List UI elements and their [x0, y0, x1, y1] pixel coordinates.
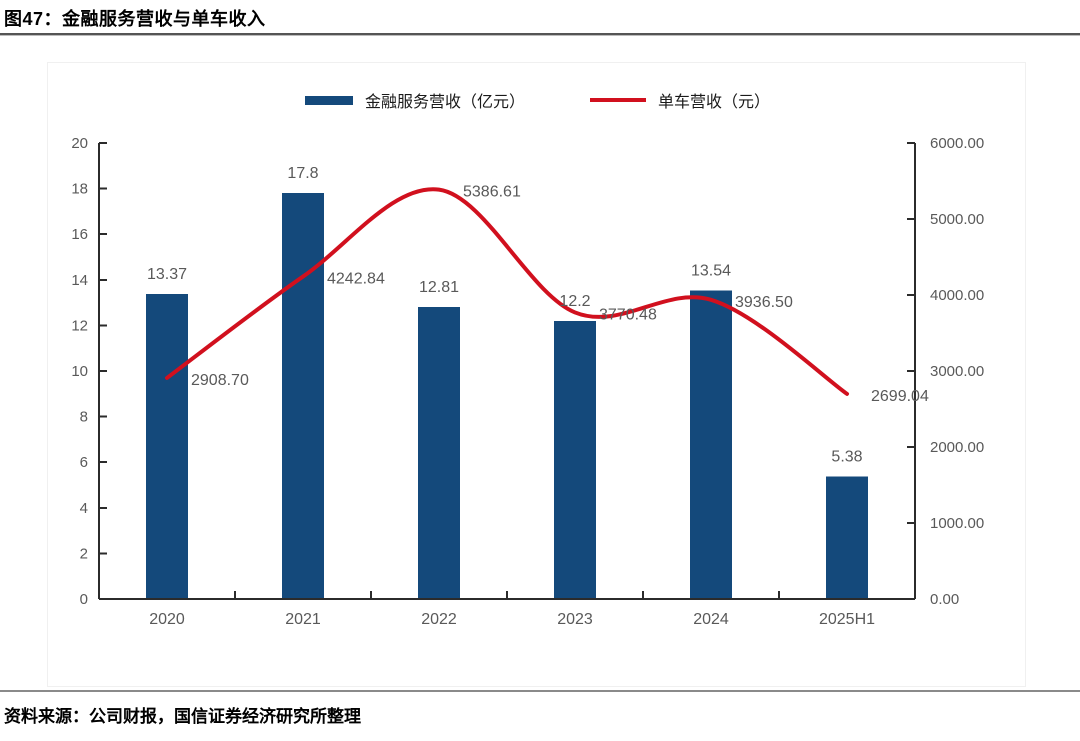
bar-2022 [418, 306, 460, 599]
left-axis-tick-label: 14 [71, 272, 88, 289]
left-axis-tick-label: 18 [71, 181, 88, 198]
x-axis-label: 2021 [285, 611, 321, 628]
bar-data-label: 17.8 [287, 165, 318, 182]
right-axis-tick-label: 2000.00 [930, 439, 984, 456]
right-axis-tick-label: 5000.00 [930, 211, 984, 228]
right-axis-tick-label: 4000.00 [930, 287, 984, 304]
bar-2023 [554, 320, 596, 599]
figure-title: 图47：金融服务营收与单车收入 [4, 9, 266, 29]
line-data-label: 2908.70 [191, 372, 249, 389]
right-axis-tick-label: 1000.00 [930, 515, 984, 532]
left-axis-tick-label: 12 [71, 317, 88, 334]
left-axis-tick-label: 20 [71, 135, 88, 152]
source-note: 资料来源：公司财报，国信证券经济研究所整理 [4, 707, 361, 726]
right-axis-tick-label: 6000.00 [930, 135, 984, 152]
line-data-label: 2699.04 [871, 388, 929, 405]
legend-item-financial-services-revenue: 金融服务营收（亿元） [305, 88, 525, 112]
bar-2025H1 [826, 476, 868, 599]
bar-data-label: 13.37 [147, 266, 187, 283]
bar-2021 [282, 193, 324, 599]
bar-data-label: 12.81 [419, 279, 459, 296]
line-data-label: 3936.50 [735, 294, 793, 311]
legend-item-per-vehicle-revenue: 单车营收（元） [590, 88, 770, 112]
bar-2020 [146, 294, 188, 599]
left-axis-tick-label: 16 [71, 226, 88, 243]
line-series [165, 187, 849, 396]
title-divider [0, 33, 1080, 36]
left-axis-tick-label: 0 [80, 591, 88, 608]
x-axis-label: 2025H1 [819, 611, 875, 628]
legend-label-line-series: 单车营收（元） [658, 94, 771, 111]
x-axis-label: 2024 [693, 611, 729, 628]
x-axis-label: 2023 [557, 611, 593, 628]
right-axis-tick-label: 0.00 [930, 591, 959, 608]
line-data-label: 5386.61 [463, 184, 521, 201]
bar-data-label: 13.54 [691, 262, 731, 279]
left-axis-tick-label: 10 [71, 363, 88, 380]
footer-divider [0, 690, 1080, 692]
legend-label-bar-series: 金融服务营收（亿元） [365, 94, 526, 111]
left-axis-tick-label: 4 [80, 500, 88, 517]
bar-data-label: 5.38 [831, 448, 862, 465]
line-data-label: 4242.84 [327, 271, 385, 288]
bar-2024 [690, 290, 732, 599]
x-axis-label: 2020 [149, 611, 185, 628]
left-axis-tick-label: 6 [80, 454, 88, 471]
x-axis-label: 2022 [421, 611, 457, 628]
bar-series-swatch [305, 95, 353, 105]
line-data-label: 3770.48 [599, 306, 657, 323]
bar-data-label: 12.2 [559, 293, 590, 310]
left-axis-tick-label: 8 [80, 409, 88, 426]
line-series-swatch [590, 98, 646, 102]
right-axis-tick-label: 3000.00 [930, 363, 984, 380]
left-axis-tick-label: 2 [80, 545, 88, 562]
